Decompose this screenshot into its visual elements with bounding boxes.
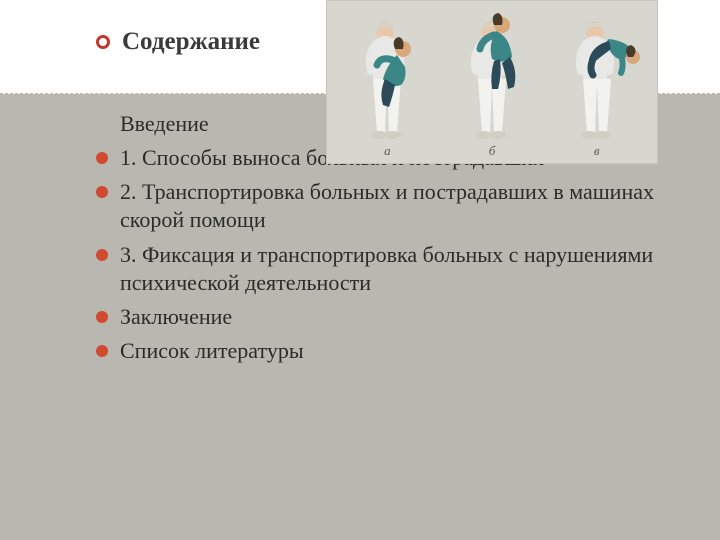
list-item: Список литературы [96, 337, 656, 365]
figure-label: а [384, 143, 391, 159]
list-bullet-icon [96, 186, 108, 198]
carry-figure: в [549, 1, 645, 159]
slide: Содержание Введение1. Способы выноса бол… [0, 0, 720, 540]
title-bullet-icon [96, 35, 110, 49]
carry-figure: б [444, 1, 540, 159]
list-bullet-icon [96, 249, 108, 261]
carry-methods-illustration: а б в [326, 0, 658, 164]
list-bullet-icon [96, 152, 108, 164]
list-item-text: Список литературы [120, 337, 304, 365]
figure-label: б [489, 143, 496, 159]
slide-title-row: Содержание [96, 28, 260, 56]
list-bullet-icon [96, 311, 108, 323]
list-item-text: 2. Транспортировка больных и пострадавши… [120, 178, 656, 234]
list-item-text: Введение [120, 110, 209, 138]
list-item: 3. Фиксация и транспортировка больных с … [96, 241, 656, 297]
list-item: Заключение [96, 303, 656, 331]
list-item: 2. Транспортировка больных и пострадавши… [96, 178, 656, 234]
carry-figure: а [339, 1, 435, 159]
list-bullet-icon [96, 345, 108, 357]
list-item-text: 3. Фиксация и транспортировка больных с … [120, 241, 656, 297]
figure-label: в [594, 143, 600, 159]
slide-title: Содержание [122, 28, 260, 56]
list-item-text: Заключение [120, 303, 232, 331]
